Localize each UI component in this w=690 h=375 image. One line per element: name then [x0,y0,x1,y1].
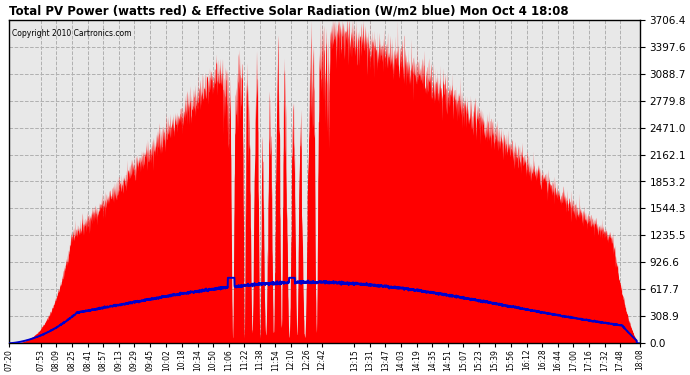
Text: Copyright 2010 Cartronics.com: Copyright 2010 Cartronics.com [12,29,131,38]
Text: Total PV Power (watts red) & Effective Solar Radiation (W/m2 blue) Mon Oct 4 18:: Total PV Power (watts red) & Effective S… [9,4,569,17]
